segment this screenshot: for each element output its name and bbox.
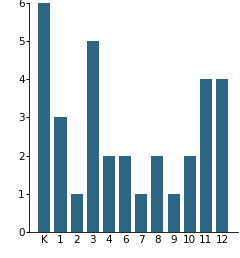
Bar (168, 194, 180, 232)
Bar (135, 194, 147, 232)
Bar (200, 79, 212, 232)
Bar (54, 117, 66, 232)
Bar (119, 156, 131, 232)
Bar (103, 156, 115, 232)
Bar (151, 156, 163, 232)
Bar (71, 194, 83, 232)
Bar (87, 41, 99, 232)
Bar (216, 79, 228, 232)
Bar (184, 156, 196, 232)
Bar (38, 3, 50, 232)
